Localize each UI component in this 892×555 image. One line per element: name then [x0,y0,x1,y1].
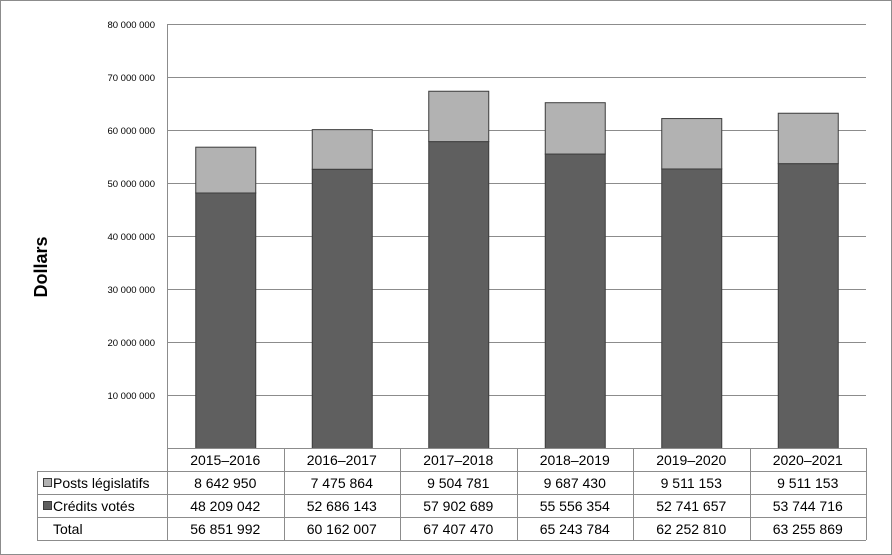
bars [195,90,839,450]
table-cell-value: 60 162 007 [307,521,377,537]
table-cell-value: 53 744 716 [773,498,843,514]
category-label: 2015–2016 [190,452,260,468]
table-cell-value: 55 556 354 [540,498,610,514]
y-tick-label: 10 000 000 [107,391,155,402]
bar-segment [661,168,723,450]
bar-segment [777,163,839,449]
table-row-label: Crédits votés [53,498,135,514]
table-cell-value: 9 687 430 [544,475,606,491]
bar-segment [544,153,606,449]
category-label: 2018–2019 [540,452,610,468]
table-cell-value: 67 407 470 [423,521,493,537]
table-cell-value: 48 209 042 [190,498,260,514]
legend-swatch [43,501,52,510]
table-cell-value: 9 511 153 [661,475,722,491]
bar-segment [195,146,257,194]
data-table: 2015–2016 2016–2017 2017–2018 2018–2019 2019… [37,448,867,541]
y-tick-label: 40 000 000 [107,232,155,243]
table-cell-value: 8 642 950 [194,475,256,491]
table-cell-value: 52 741 657 [656,498,726,514]
y-axis-title: Dollars [31,236,51,297]
table-cell-value: 52 686 143 [307,498,377,514]
bar-segment [311,168,373,450]
table-cell-value: 62 252 810 [656,521,726,537]
table-row-label: Posts législatifs [53,475,149,491]
table-row-label: Total [53,521,83,537]
table-cell-value: 63 255 869 [773,521,843,537]
category-label: 2019–2020 [656,452,726,468]
category-label: 2016–2017 [307,452,377,468]
category-label: 2020–2021 [773,452,843,468]
bar-segment [661,118,723,170]
bar-segment [544,102,606,155]
table-cell-value: 56 851 992 [190,521,260,537]
bar-segment [311,129,373,170]
table-cell-value: 57 902 689 [423,498,493,514]
y-axis-tick-labels: 10 000 000 20 000 000 30 000 000 40 000 000… [107,20,155,402]
gridlines [167,24,866,448]
y-tick-label: 30 000 000 [107,285,155,296]
bar-segment [195,192,257,449]
category-label: 2017–2018 [423,452,493,468]
legend-swatch [43,478,52,487]
table-cell-value: 7 475 864 [311,475,373,491]
y-tick-label: 80 000 000 [107,20,155,31]
y-tick-label: 50 000 000 [107,179,155,190]
table-cell-value: 65 243 784 [540,521,610,537]
y-tick-label: 70 000 000 [107,73,155,84]
y-tick-label: 60 000 000 [107,126,155,137]
y-tick-label: 20 000 000 [107,338,155,349]
bar-segment [777,112,839,165]
table-cell-value: 9 511 153 [777,475,838,491]
bar-segment [428,90,490,143]
bar-segment [428,141,490,449]
table-cell-value: 9 504 781 [427,475,489,491]
